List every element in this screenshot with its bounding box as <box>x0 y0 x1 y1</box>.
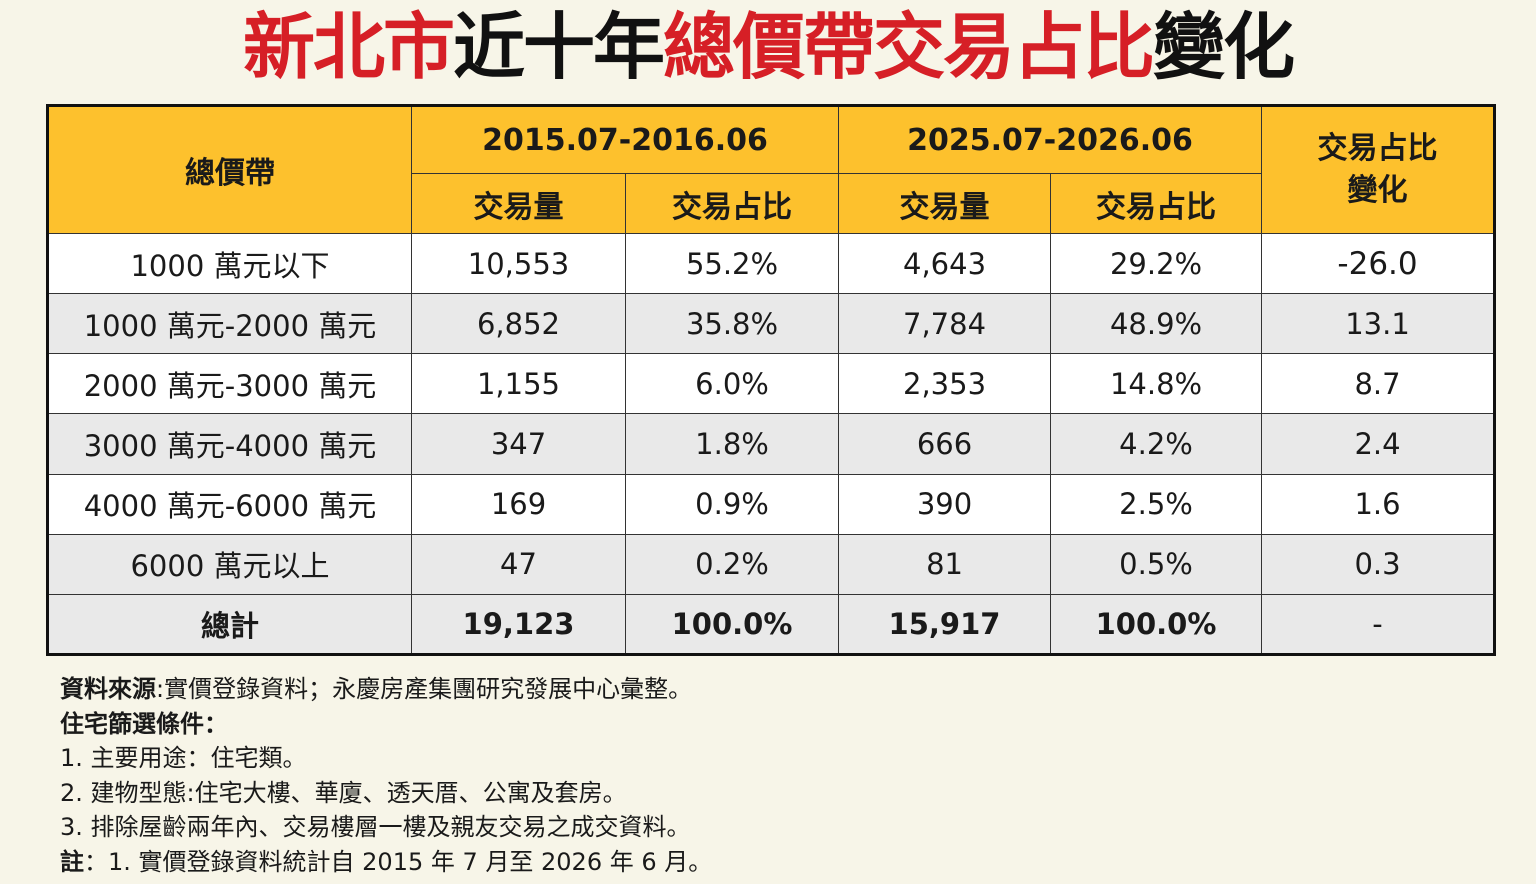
share-cell: 0.2% <box>624 533 840 595</box>
title-part-2: 近十年 <box>452 5 665 89</box>
band-cell: 1000 萬元-2000 萬元 <box>47 293 412 355</box>
total-share-1: 100.0% <box>624 593 840 656</box>
note-text: ：1. 實價登錄資料統計自 2015 年 7 月至 2026 年 6 月。 <box>84 847 713 876</box>
volume-cell: 81 <box>838 533 1052 595</box>
footnotes: 資料來源:實價登錄資料；永慶房產集團研究發展中心彙整。 住宅篩選條件： 1. 主… <box>60 672 1460 879</box>
header-period-2: 2025.07-2026.06 <box>838 105 1263 174</box>
volume-cell: 169 <box>411 473 626 535</box>
page-title: 新北市近十年總價帶交易占比變化 <box>0 4 1536 90</box>
table-row: 4000 萬元-6000 萬元 169 0.9% 390 2.5% 1.6 <box>47 473 1496 535</box>
share-cell: 14.8% <box>1050 353 1263 415</box>
share-cell: 1.8% <box>624 413 840 475</box>
change-cell: 1.6 <box>1261 473 1496 535</box>
band-cell: 6000 萬元以上 <box>47 533 412 595</box>
share-cell: 6.0% <box>624 353 840 415</box>
change-cell: 0.3 <box>1261 533 1496 595</box>
total-label: 總計 <box>47 593 412 656</box>
source-line: 資料來源:實價登錄資料；永慶房產集團研究發展中心彙整。 <box>60 672 1460 707</box>
table-row: 3000 萬元-4000 萬元 347 1.8% 666 4.2% 2.4 <box>47 413 1496 475</box>
share-cell: 35.8% <box>624 293 840 355</box>
volume-cell: 4,643 <box>838 232 1052 295</box>
source-text: :實價登錄資料；永慶房產集團研究發展中心彙整。 <box>156 675 693 703</box>
band-cell: 1000 萬元以下 <box>47 232 412 295</box>
source-label: 資料來源 <box>60 675 156 703</box>
filter-item-2: 2. 建物型態:住宅大樓、華廈、透天厝、公寓及套房。 <box>60 778 627 807</box>
title-part-4: 變化 <box>1153 5 1295 89</box>
header-period-1: 2015.07-2016.06 <box>410 105 840 174</box>
share-cell: 4.2% <box>1050 413 1263 475</box>
header-row-1: 總價帶 2015.07-2016.06 2025.07-2026.06 交易占比… <box>47 105 1496 234</box>
volume-cell: 7,784 <box>838 293 1052 355</box>
header-change: 交易占比變化 <box>1261 105 1496 234</box>
note-label: 註 <box>60 847 84 876</box>
share-cell: 55.2% <box>624 232 840 295</box>
band-cell: 2000 萬元-3000 萬元 <box>47 353 412 415</box>
table-row: 1000 萬元以下 10,553 55.2% 4,643 29.2% -26.0 <box>47 232 1496 295</box>
total-change: - <box>1261 593 1496 656</box>
change-cell: 2.4 <box>1261 413 1496 475</box>
table-row: 6000 萬元以上 47 0.2% 81 0.5% 0.3 <box>47 533 1496 595</box>
share-cell: 0.9% <box>624 473 840 535</box>
volume-cell: 666 <box>838 413 1052 475</box>
share-cell: 48.9% <box>1050 293 1263 355</box>
total-volume-1: 19,123 <box>411 593 626 656</box>
title-part-3: 總價帶交易占比 <box>663 5 1155 89</box>
header-change-label: 交易占比變化 <box>1317 131 1438 208</box>
title-part-1: 新北市 <box>242 5 455 89</box>
filter-item-3: 3. 排除屋齡兩年內、交易樓層一樓及親友交易之成交資料。 <box>60 813 691 841</box>
share-cell: 0.5% <box>1050 533 1263 595</box>
filter-label-text: 住宅篩選條件： <box>60 709 228 738</box>
table-row: 1000 萬元-2000 萬元 6,852 35.8% 7,784 48.9% … <box>47 293 1496 355</box>
volume-cell: 390 <box>838 473 1052 535</box>
change-cell: -26.0 <box>1261 232 1496 295</box>
change-cell: 8.7 <box>1261 353 1496 415</box>
band-cell: 4000 萬元-6000 萬元 <box>47 473 412 535</box>
header-row-2: 交易量 交易占比 交易量 交易占比 <box>48 173 1495 234</box>
header-volume-2: 交易量 <box>838 173 1052 234</box>
volume-cell: 2,353 <box>838 353 1052 415</box>
band-cell: 3000 萬元-4000 萬元 <box>47 413 412 475</box>
table-row: 2000 萬元-3000 萬元 1,155 6.0% 2,353 14.8% 8… <box>47 353 1496 415</box>
header-share-1: 交易占比 <box>624 173 840 234</box>
volume-cell: 10,553 <box>411 232 626 295</box>
filter-label: 住宅篩選條件： <box>60 707 1460 742</box>
header-share-2: 交易占比 <box>1050 173 1263 234</box>
price-band-table: 總價帶 2015.07-2016.06 2025.07-2026.06 交易占比… <box>46 104 1497 656</box>
share-cell: 2.5% <box>1050 473 1263 535</box>
change-cell: 13.1 <box>1261 293 1496 355</box>
filter-item-1: 1. 主要用途：住宅類。 <box>60 744 307 772</box>
volume-cell: 47 <box>411 533 626 595</box>
volume-cell: 347 <box>411 413 626 475</box>
header-volume-1: 交易量 <box>411 173 626 234</box>
note-line: 註：1. 實價登錄資料統計自 2015 年 7 月至 2026 年 6 月。 <box>60 845 1460 880</box>
total-volume-2: 15,917 <box>838 593 1052 656</box>
volume-cell: 6,852 <box>411 293 626 355</box>
header-band: 總價帶 <box>47 105 412 234</box>
total-share-2: 100.0% <box>1050 593 1263 656</box>
share-cell: 29.2% <box>1050 232 1263 295</box>
volume-cell: 1,155 <box>411 353 626 415</box>
total-row: 總計 19,123 100.0% 15,917 100.0% - <box>47 593 1496 656</box>
